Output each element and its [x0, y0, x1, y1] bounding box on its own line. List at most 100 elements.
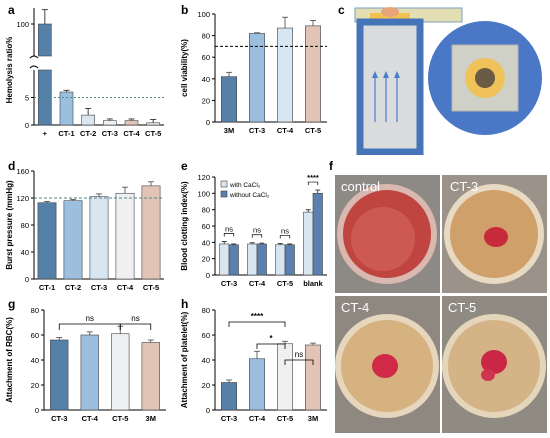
photo-label-ct5: CT-5 — [448, 300, 476, 315]
e-bar — [228, 244, 239, 276]
e-bar — [247, 243, 258, 276]
e-bar — [256, 243, 267, 276]
e-y-tick-label: 40 — [202, 238, 210, 247]
photo-ct3: CT-3 — [442, 175, 547, 293]
e-significance-label: ns — [281, 227, 289, 236]
h-significance-bracket — [284, 359, 314, 365]
d-y-tick-label: 160 — [16, 167, 29, 176]
flow-arrow-head — [383, 71, 389, 78]
a-y-tick-label: 0 — [25, 121, 29, 130]
b-x-tick-label: CT-4 — [277, 126, 294, 135]
g-y-tick-label: 20 — [31, 381, 39, 390]
a-bar — [38, 23, 52, 57]
e-y-tick-label: 0 — [206, 271, 210, 280]
a-y-tick-label: 100 — [16, 20, 29, 29]
a-bar — [81, 114, 95, 126]
photo-label-control: control — [341, 179, 380, 194]
g-y-tick-label: 60 — [31, 331, 39, 340]
d-y-tick-label: 0 — [25, 275, 29, 284]
a-axis-break — [29, 55, 39, 69]
h-x-tick-label: CT-4 — [249, 414, 266, 423]
dish-clot — [372, 354, 398, 378]
h-y-tick-label: 40 — [202, 356, 210, 365]
d-y-tick-label: 120 — [16, 194, 29, 203]
d-bar — [63, 200, 83, 280]
top-view-hole — [475, 68, 495, 88]
h-bar — [220, 382, 237, 411]
g-significance-bracket — [119, 323, 152, 330]
a-x-tick-label: CT-1 — [58, 129, 74, 138]
e-significance-label: **** — [307, 173, 319, 182]
h-significance-label: * — [269, 334, 273, 343]
device-yellow-layer — [370, 13, 410, 22]
dish-ct3: CT-3 — [444, 179, 544, 284]
d-x-tick-label: CT-4 — [117, 283, 134, 292]
d-x-tick-label: CT-5 — [143, 283, 159, 292]
b-y-tick-label: 60 — [202, 53, 210, 62]
g-x-tick-label: 3M — [146, 414, 156, 423]
e-bar — [312, 193, 323, 276]
e-legend-swatch — [220, 180, 228, 188]
e-bar — [275, 244, 286, 276]
a-bar — [146, 122, 160, 126]
dish-clot — [481, 350, 507, 374]
e-legend-label: without CaCl₂ — [229, 192, 270, 199]
g-x-tick-label: CT-4 — [82, 414, 99, 423]
a-y-tick-label: 5 — [25, 94, 29, 103]
b-y-tick-label: 40 — [202, 75, 210, 84]
h-significance-bracket — [228, 321, 286, 327]
b-y-tick-label: 20 — [202, 96, 210, 105]
g-y-tick-label: 80 — [31, 306, 39, 315]
h-bar — [249, 358, 266, 411]
flow-arrow-head — [394, 71, 400, 78]
g-significance-bracket — [58, 323, 121, 330]
e-y-tick-label: 100 — [197, 189, 210, 198]
schematic-c — [354, 7, 542, 155]
chart-b-cell-viability: 0 20 40 60 80 100 cell viability(%) 3M CT-3 CT-4 C… — [180, 10, 327, 135]
dish-clot — [481, 369, 495, 381]
dish-clot — [484, 227, 508, 247]
h-bar — [277, 343, 294, 411]
e-x-tick-label: CT-4 — [249, 279, 266, 288]
g-significance-label: ns — [86, 314, 94, 323]
e-bar — [219, 243, 230, 276]
e-y-tick-label: 120 — [197, 173, 210, 182]
a-bar — [103, 120, 117, 126]
flow-arrow-head — [372, 71, 378, 78]
a-bar — [38, 69, 52, 126]
photo-label-ct3: CT-3 — [450, 179, 478, 194]
e-legend-swatch — [220, 190, 228, 198]
dish-ct5: CT-5 — [442, 300, 546, 418]
h-x-tick-label: 3M — [308, 414, 318, 423]
a-x-tick-label: CT-5 — [145, 129, 161, 138]
e-x-tick-label: CT-5 — [277, 279, 293, 288]
a-y-label: Hemolysis ratio% — [5, 37, 14, 104]
h-y-tick-label: 80 — [202, 306, 210, 315]
d-y-tick-label: 80 — [21, 221, 29, 230]
g-bar — [80, 334, 99, 411]
e-bar — [284, 244, 295, 276]
photo-label-ct4: CT-4 — [341, 300, 369, 315]
h-bar — [305, 344, 322, 411]
e-x-tick-label: CT-3 — [221, 279, 237, 288]
a-x-tick-label: CT-2 — [80, 129, 96, 138]
h-significance-label: ns — [295, 350, 303, 359]
d-y-label: Burst pressure (mmHg) — [5, 180, 14, 270]
d-x-tick-label: CT-1 — [39, 283, 55, 292]
g-x-tick-label: CT-5 — [112, 414, 128, 423]
d-x-tick-label: CT-3 — [91, 283, 107, 292]
device-tube — [356, 18, 424, 155]
a-bar — [124, 120, 139, 126]
b-y-label: cell viability(%) — [180, 39, 189, 97]
h-significance-bracket — [256, 343, 286, 349]
b-bar — [277, 27, 294, 123]
h-x-tick-label: CT-3 — [221, 414, 237, 423]
g-bar — [141, 342, 160, 411]
chart-h-platelet-attachment: 0 20 40 60 80 Attachment of platelet(%) CT-3 CT… — [180, 306, 327, 423]
h-y-tick-label: 20 — [202, 381, 210, 390]
e-bar — [303, 211, 314, 276]
b-x-tick-label: 3M — [224, 126, 234, 135]
g-bar — [50, 339, 69, 411]
b-y-tick-label: 80 — [202, 32, 210, 41]
